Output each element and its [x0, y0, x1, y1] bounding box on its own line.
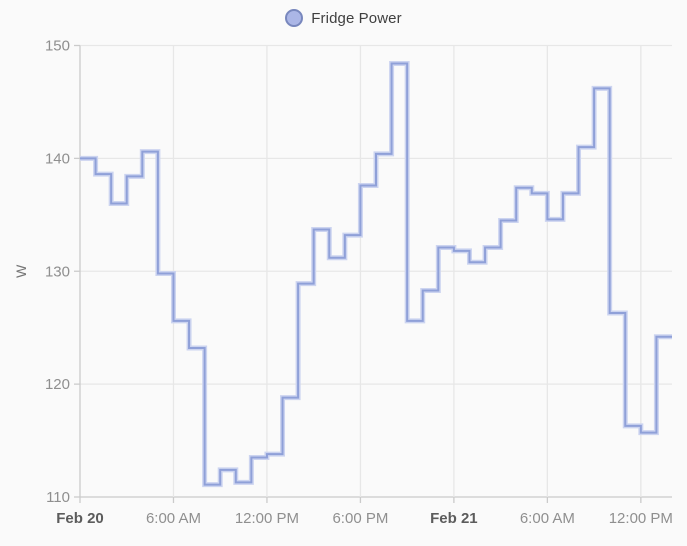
y-axis-tick-label: 120	[45, 376, 70, 393]
y-axis-tick-label: 140	[45, 150, 70, 167]
legend-item-fridge-power[interactable]: Fridge Power	[0, 6, 687, 30]
x-axis-tick-label: 6:00 AM	[146, 510, 201, 527]
x-axis-tick-label: Feb 20	[56, 510, 104, 527]
x-axis-tick-label: Feb 21	[430, 510, 478, 527]
y-axis-tick-label: 130	[45, 263, 70, 280]
x-axis-tick-label: 12:00 PM	[609, 510, 673, 527]
x-axis-tick-label: 6:00 AM	[520, 510, 575, 527]
y-axis-tick-label: 110	[46, 489, 70, 506]
y-axis-unit-label: W	[13, 264, 29, 278]
y-axis-tick-label: 150	[45, 38, 70, 55]
x-axis-tick-label: 6:00 PM	[332, 510, 388, 527]
series-marker-icon	[285, 9, 304, 27]
gridlines: 110 120 130 140 150 Feb 20 6:00 AM 12:00 PM 6:00…	[45, 38, 673, 528]
x-axis-tick-label: 12:00 PM	[235, 510, 299, 527]
series-line-fridge-power[interactable]	[80, 62, 672, 486]
legend-label: Fridge Power	[311, 9, 402, 27]
